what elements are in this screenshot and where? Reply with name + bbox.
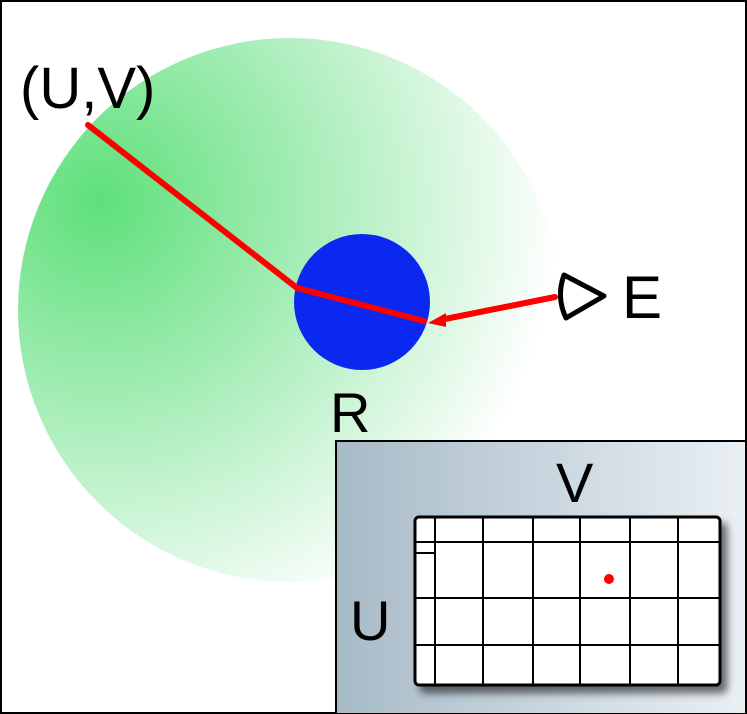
u-axis-label: U [350, 589, 390, 652]
eye-label: E [622, 264, 662, 331]
texture-grid [415, 517, 720, 685]
page: (U,V) E R V U (() => { const data = JSON… [0, 0, 747, 714]
diagram: (U,V) E R V U [0, 0, 747, 714]
sphere-label: R [330, 381, 370, 444]
sample-point [604, 574, 614, 584]
uv-label: (U,V) [20, 56, 155, 121]
v-axis-label: V [556, 451, 594, 514]
